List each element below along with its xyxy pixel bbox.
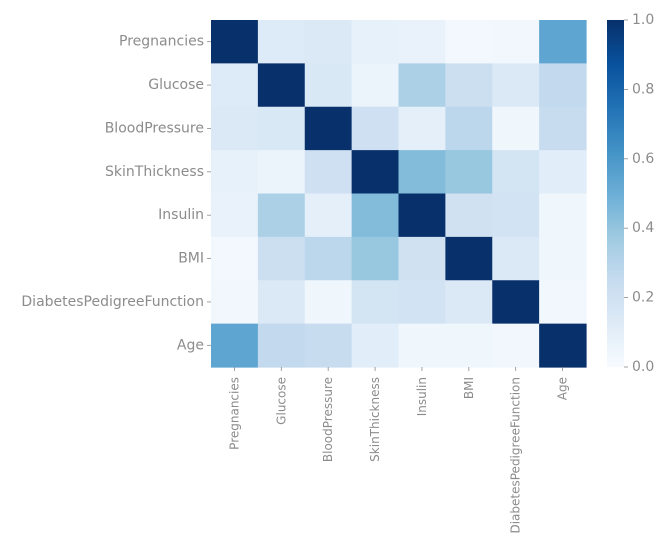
heatmap-cell-SkinThickness-BloodPressure	[304, 150, 353, 195]
heatmap-cell-Pregnancies-Insulin	[398, 20, 446, 64]
heatmap-cell-Age-Glucose	[257, 323, 306, 368]
heatmap-cell-BMI-Glucose	[257, 236, 306, 281]
colorbar-tick-label: 0.4	[632, 220, 654, 236]
y-tick-label: BloodPressure	[105, 120, 204, 136]
heatmap-cell-DiabetesPedigreeFunction-Insulin	[398, 280, 446, 325]
heatmap-cell-SkinThickness-BMI	[445, 150, 493, 195]
heatmap-cell-Insulin-Age	[539, 193, 587, 238]
heatmap-cell-Age-SkinThickness	[351, 323, 400, 368]
colorbar-tick-label: 0.6	[632, 151, 654, 167]
heatmap-cell-DiabetesPedigreeFunction-SkinThickness	[351, 280, 400, 325]
heatmap-cell-Age-Age	[539, 323, 587, 368]
heatmap-cell-Glucose-Glucose	[257, 63, 306, 108]
heatmap-cell-Pregnancies-BMI	[445, 20, 493, 64]
heatmap-cell-SkinThickness-Insulin	[398, 150, 446, 195]
y-tick-label: SkinThickness	[105, 164, 204, 180]
heatmap-cell-Insulin-Glucose	[257, 193, 306, 238]
y-tick-label: Pregnancies	[119, 34, 204, 50]
heatmap-cell-DiabetesPedigreeFunction-BloodPressure	[304, 280, 353, 325]
heatmap-cell-Insulin-Insulin	[398, 193, 446, 238]
heatmap-cell-BMI-SkinThickness	[351, 236, 400, 281]
heatmap-cell-Age-Insulin	[398, 323, 446, 368]
heatmap-cell-Insulin-BloodPressure	[304, 193, 353, 238]
heatmap-cell-Age-BloodPressure	[304, 323, 353, 368]
heatmap-cell-Pregnancies-Glucose	[257, 20, 306, 64]
x-tick-label: Glucose	[274, 377, 288, 425]
heatmap-cell-Glucose-BloodPressure	[304, 63, 353, 108]
y-tick-label: BMI	[178, 251, 204, 267]
heatmap-cell-Glucose-SkinThickness	[351, 63, 400, 108]
heatmap-cell-Pregnancies-SkinThickness	[351, 20, 400, 64]
heatmap-cell-DiabetesPedigreeFunction-Pregnancies	[211, 280, 259, 325]
heatmap-cell-BloodPressure-SkinThickness	[351, 106, 400, 151]
heatmap-cell-BloodPressure-DiabetesPedigreeFunction	[492, 106, 540, 151]
colorbar-gradient	[607, 20, 624, 367]
heatmap-cell-Insulin-BMI	[445, 193, 493, 238]
heatmap-cell-Pregnancies-Age	[539, 20, 587, 64]
heatmap-cell-SkinThickness-Age	[539, 150, 587, 195]
x-tick-label: Insulin	[415, 377, 429, 416]
colorbar-tick-label: 0.2	[632, 290, 654, 306]
heatmap-cell-DiabetesPedigreeFunction-Age	[539, 280, 587, 325]
heatmap-cell-BMI-Insulin	[398, 236, 446, 281]
colorbar-tick-label: 1.0	[632, 12, 654, 28]
heatmap-cell-BloodPressure-Glucose	[257, 106, 306, 151]
heatmap-cell-BMI-BMI	[445, 236, 493, 281]
heatmap-cell-Age-DiabetesPedigreeFunction	[492, 323, 540, 368]
y-tick-labels: Pregnancies Glucose BloodPressure SkinThick…	[21, 34, 211, 353]
heatmap-cells	[211, 20, 587, 368]
heatmap-cell-Pregnancies-Pregnancies	[211, 20, 259, 64]
x-tick-label: DiabetesPedigreeFunction	[509, 377, 523, 534]
x-tick-label: BloodPressure	[321, 377, 335, 462]
heatmap-cell-Glucose-Pregnancies	[211, 63, 259, 108]
x-tick-labels: Pregnancies Glucose BloodPressure SkinThick…	[227, 367, 570, 534]
heatmap-cell-DiabetesPedigreeFunction-Glucose	[257, 280, 306, 325]
heatmap-cell-BMI-DiabetesPedigreeFunction	[492, 236, 540, 281]
y-tick-label: Insulin	[158, 207, 204, 223]
heatmap-cell-SkinThickness-DiabetesPedigreeFunction	[492, 150, 540, 195]
y-tick-label: DiabetesPedigreeFunction	[21, 294, 204, 310]
heatmap-cell-Glucose-BMI	[445, 63, 493, 108]
heatmap-cell-Age-BMI	[445, 323, 493, 368]
heatmap-cell-BMI-BloodPressure	[304, 236, 353, 281]
colorbar-tick-label: 0.8	[632, 81, 654, 97]
heatmap-cell-BloodPressure-BloodPressure	[304, 106, 353, 151]
heatmap-cell-DiabetesPedigreeFunction-DiabetesPedigreeFunction	[492, 280, 540, 325]
x-tick-label: Age	[556, 377, 570, 400]
heatmap-cell-SkinThickness-Glucose	[257, 150, 306, 195]
heatmap-cell-SkinThickness-Pregnancies	[211, 150, 259, 195]
y-tick-label: Glucose	[148, 77, 204, 93]
heatmap-cell-Pregnancies-DiabetesPedigreeFunction	[492, 20, 540, 64]
heatmap-cell-DiabetesPedigreeFunction-BMI	[445, 280, 493, 325]
heatmap-cell-Glucose-Insulin	[398, 63, 446, 108]
heatmap-cell-Glucose-DiabetesPedigreeFunction	[492, 63, 540, 108]
heatmap-cell-Insulin-Pregnancies	[211, 193, 259, 238]
x-tick-label: BMI	[462, 377, 476, 399]
x-tick-label: SkinThickness	[368, 377, 382, 462]
heatmap-cell-Insulin-SkinThickness	[351, 193, 400, 238]
heatmap-cell-Pregnancies-BloodPressure	[304, 20, 353, 64]
heatmap-cell-BloodPressure-Age	[539, 106, 587, 151]
heatmap-cell-Insulin-DiabetesPedigreeFunction	[492, 193, 540, 238]
heatmap-cell-BloodPressure-Pregnancies	[211, 106, 259, 151]
colorbar-ticks: 0.0 0.2 0.4 0.6 0.8 1.0	[624, 12, 654, 375]
heatmap-cell-BloodPressure-Insulin	[398, 106, 446, 151]
colorbar-tick-label: 0.0	[632, 359, 654, 375]
heatmap-cell-BMI-Age	[539, 236, 587, 281]
heatmap-cell-BMI-Pregnancies	[211, 236, 259, 281]
heatmap-cell-Age-Pregnancies	[211, 323, 259, 368]
heatmap-cell-SkinThickness-SkinThickness	[351, 150, 400, 195]
colorbar: 0.0 0.2 0.4 0.6 0.8 1.0	[607, 12, 654, 375]
x-tick-label: Pregnancies	[227, 377, 241, 450]
heatmap-cell-Glucose-Age	[539, 63, 587, 108]
heatmap-cell-BloodPressure-BMI	[445, 106, 493, 151]
y-tick-label: Age	[177, 337, 204, 353]
